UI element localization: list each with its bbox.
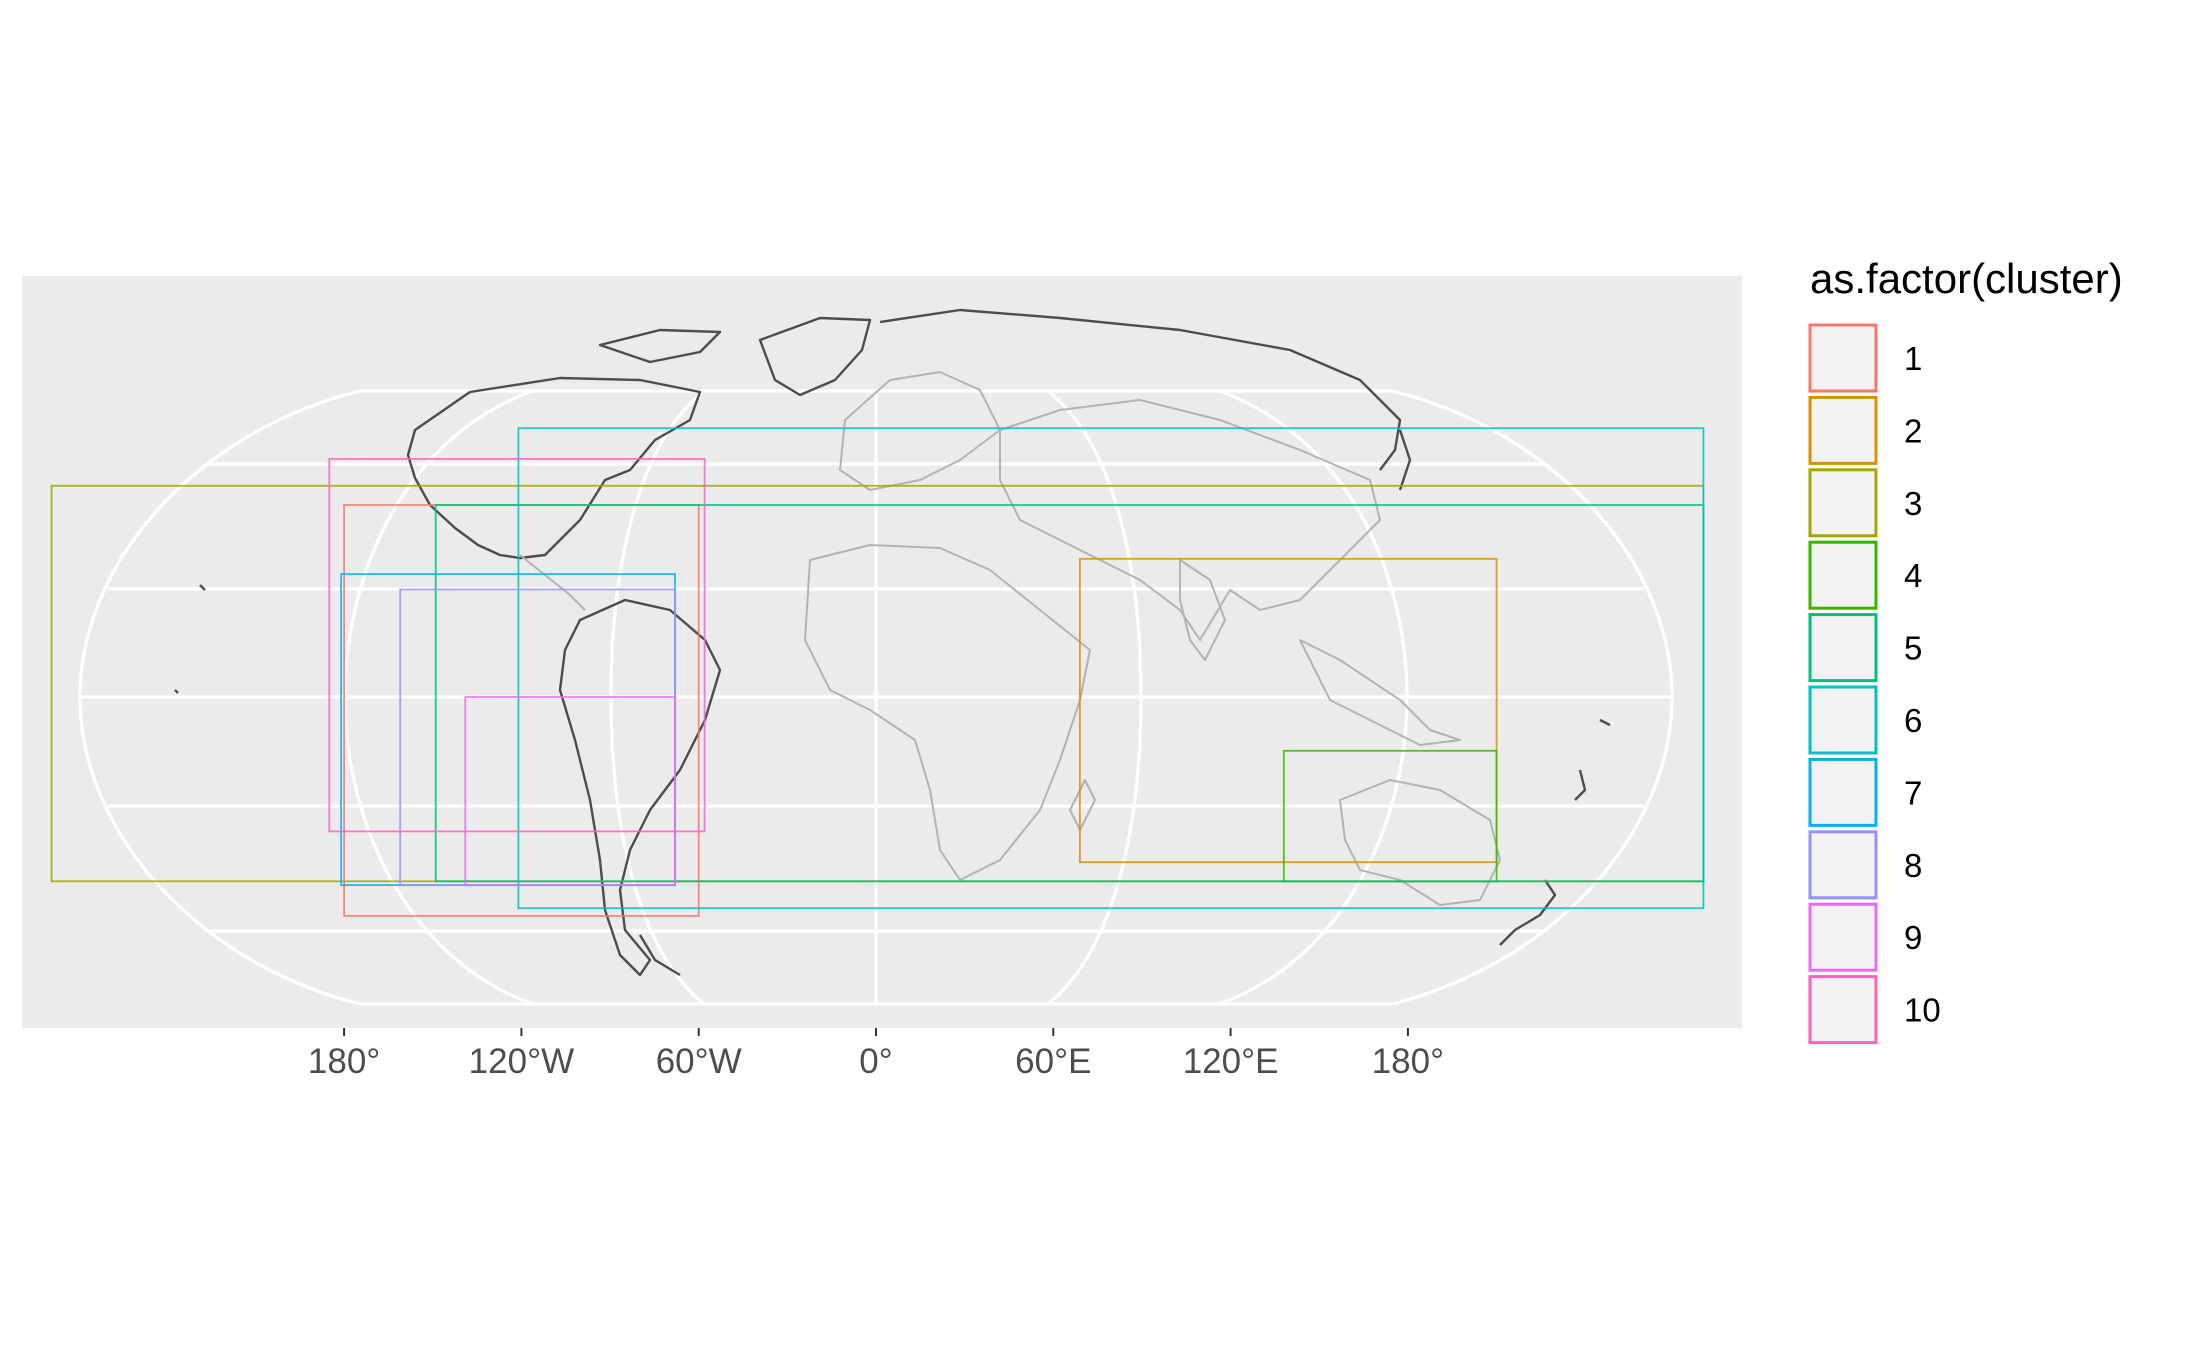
legend-label-8: 8 bbox=[1904, 847, 1922, 884]
legend-key-6 bbox=[1808, 685, 1878, 755]
new-zealand bbox=[1499, 879, 1557, 946]
europe-outline bbox=[839, 371, 1001, 491]
south-america-coast bbox=[558, 598, 722, 977]
africa-outline bbox=[804, 544, 1091, 881]
cluster-2-box bbox=[1079, 557, 1498, 864]
legend-key-7 bbox=[1808, 757, 1878, 827]
x-tick-label: 120°W bbox=[469, 1042, 574, 1081]
cluster-10-box bbox=[328, 457, 706, 833]
legend-label-1: 1 bbox=[1904, 340, 1922, 377]
legend-label-7: 7 bbox=[1904, 774, 1922, 811]
pacific-islands bbox=[174, 584, 1611, 801]
cluster-bounding-boxes bbox=[50, 427, 1705, 917]
legend-key-10 bbox=[1808, 975, 1878, 1045]
legend-label-3: 3 bbox=[1904, 485, 1922, 522]
legend-key-4 bbox=[1808, 540, 1878, 610]
x-axis: 180° 120°W 60°W 0° 60°E 120°E 180° bbox=[308, 1028, 1444, 1081]
greenland-coast bbox=[758, 316, 872, 397]
australia-outline bbox=[1339, 779, 1501, 906]
india-outline bbox=[1179, 559, 1226, 661]
x-tick-label: 180° bbox=[308, 1042, 380, 1081]
legend: as.factor(cluster) 1 2 3 4 5 6 7 8 9 10 bbox=[1808, 255, 2123, 1045]
legend-label-9: 9 bbox=[1904, 919, 1922, 956]
graticule-meridian-180e bbox=[1391, 389, 1674, 1006]
southeast-asia-outline bbox=[1299, 639, 1461, 746]
graticule-meridian-60e bbox=[1046, 389, 1143, 1006]
eurasia-north-coast bbox=[879, 308, 1402, 471]
legend-items: 1 2 3 4 5 6 7 8 9 10 bbox=[1808, 323, 1941, 1045]
x-tick-label: 180° bbox=[1372, 1042, 1444, 1081]
legend-label-4: 4 bbox=[1904, 557, 1922, 594]
cluster-6-box bbox=[517, 427, 1705, 910]
legend-key-2 bbox=[1808, 395, 1878, 465]
country-borders bbox=[519, 371, 1501, 906]
x-tick-label: 60°E bbox=[1015, 1042, 1091, 1081]
asia-outline bbox=[999, 399, 1381, 641]
legend-title: as.factor(cluster) bbox=[1810, 255, 2123, 302]
legend-key-9 bbox=[1808, 902, 1878, 972]
graticule-meridian-120e bbox=[1219, 389, 1409, 1006]
legend-label-5: 5 bbox=[1904, 630, 1922, 667]
coastlines bbox=[174, 308, 1611, 977]
legend-label-2: 2 bbox=[1904, 412, 1922, 449]
graticule-meridian-180w bbox=[78, 389, 361, 1006]
legend-key-3 bbox=[1808, 468, 1878, 538]
legend-key-5 bbox=[1808, 613, 1878, 683]
x-tick-label: 60°W bbox=[656, 1042, 742, 1081]
arctic-islands bbox=[598, 328, 722, 364]
central-america-outline bbox=[519, 554, 586, 611]
legend-label-6: 6 bbox=[1904, 702, 1922, 739]
legend-label-10: 10 bbox=[1904, 992, 1941, 1029]
north-america-coast bbox=[406, 376, 702, 560]
plot-panel bbox=[22, 276, 1742, 1028]
japan bbox=[1398, 429, 1412, 491]
legend-key-8 bbox=[1808, 830, 1878, 900]
antarctic-peninsula bbox=[638, 934, 681, 977]
cluster-9-box bbox=[464, 696, 676, 887]
legend-key-1 bbox=[1808, 323, 1878, 393]
x-tick-label: 120°E bbox=[1183, 1042, 1279, 1081]
x-tick-label: 0° bbox=[859, 1042, 892, 1081]
graticule bbox=[78, 389, 1674, 1006]
